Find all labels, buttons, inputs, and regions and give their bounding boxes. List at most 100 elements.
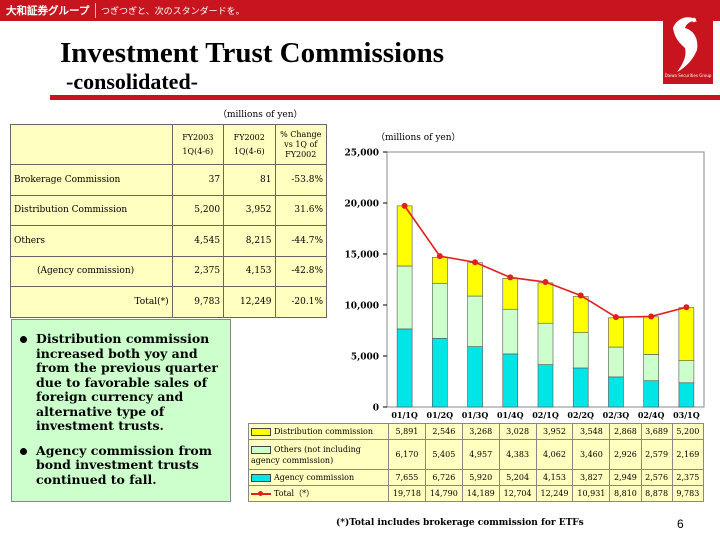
legend-agency: Agency commission bbox=[248, 469, 389, 486]
total-marker bbox=[472, 259, 479, 266]
header-fy2003-year: FY2003 bbox=[182, 132, 214, 142]
legend-label: Distribution commission bbox=[274, 427, 373, 436]
data-cell: 14,790 bbox=[424, 485, 463, 502]
legend-distribution: Distribution commission bbox=[248, 423, 389, 440]
emblem-caption: Daiwa Securities Group bbox=[664, 73, 712, 78]
data-cell: 3,460 bbox=[572, 439, 611, 470]
note-text: Distribution commission increased both y… bbox=[36, 331, 218, 433]
bar-segment-2 bbox=[608, 317, 624, 348]
legend-label: Agency commission bbox=[274, 473, 355, 482]
x-tick-label: 02/2Q bbox=[567, 410, 594, 420]
data-cell: 3,952 bbox=[535, 423, 574, 440]
y-tick-label: 10,000 bbox=[345, 302, 379, 312]
header-fy2003-period: 1Q(4-6) bbox=[182, 146, 214, 156]
data-cell: 3,689 bbox=[640, 423, 673, 440]
summary-table: FY2003 1Q(4-6) FY2002 1Q(4-6) % Change vs 1… bbox=[10, 124, 327, 318]
legend-swatch-others bbox=[251, 445, 271, 454]
bar-segment-1 bbox=[572, 332, 589, 369]
x-tick-label: 03/1Q bbox=[673, 410, 700, 420]
header-tagline: つぎつぎと、次のスタンダードを。 bbox=[101, 7, 245, 17]
data-cell: 4,062 bbox=[535, 439, 574, 470]
bar-segment-2 bbox=[572, 296, 589, 333]
bar-segment-2 bbox=[678, 307, 695, 361]
cell-fy2003: 4,545 bbox=[171, 225, 225, 257]
total-marker bbox=[612, 314, 619, 321]
total-marker bbox=[542, 279, 549, 286]
page-number: 6 bbox=[677, 517, 684, 531]
table-row: Others 4,545 8,215 -44.7% bbox=[10, 225, 327, 257]
header-bar: 大和証券グループ つぎつぎと、次のスタンダードを。 bbox=[0, 0, 720, 21]
bar-segment-1 bbox=[643, 354, 659, 382]
bar-segment-1 bbox=[396, 265, 413, 330]
x-tick-label: 01/3Q bbox=[462, 410, 489, 420]
page-subtitle: -consolidated- bbox=[66, 69, 198, 94]
data-cell: 2,576 bbox=[640, 469, 673, 486]
bar-segment-1 bbox=[467, 295, 483, 347]
total-marker bbox=[683, 304, 690, 311]
bullet-icon bbox=[20, 447, 27, 455]
summary-header-change: % Change vs 1Q of FY2002 bbox=[274, 124, 327, 165]
cell-change: -42.8% bbox=[274, 255, 327, 287]
y-tick-label: 25,000 bbox=[345, 149, 379, 159]
data-cell: 4,383 bbox=[498, 439, 537, 470]
header-change-line2: vs 1Q of bbox=[284, 139, 318, 149]
chart-data-table: Distribution commission 5,891 2,546 3,26… bbox=[248, 423, 705, 502]
bar-segment-1 bbox=[502, 308, 519, 355]
total-marker bbox=[507, 274, 514, 281]
data-cell: 12,704 bbox=[498, 485, 537, 502]
summary-header-blank bbox=[10, 124, 173, 165]
title-underline bbox=[50, 95, 720, 100]
data-row-agency: Agency commission 7,655 6,726 5,920 5,20… bbox=[248, 469, 705, 486]
x-tick-label: 01/4Q bbox=[497, 410, 524, 420]
data-cell: 12,249 bbox=[535, 485, 574, 502]
legend-swatch-total bbox=[251, 490, 271, 498]
row-label: (Agency commission) bbox=[10, 255, 173, 287]
page-title: Investment Trust Commissions bbox=[60, 37, 445, 69]
data-cell: 2,868 bbox=[609, 423, 642, 440]
row-label: Brokerage Commission bbox=[10, 164, 173, 196]
bar-segment-2 bbox=[467, 262, 483, 297]
legend-swatch-distribution bbox=[251, 428, 271, 436]
cell-change: 31.6% bbox=[274, 194, 327, 226]
summary-header-row: FY2003 1Q(4-6) FY2002 1Q(4-6) % Change vs 1… bbox=[10, 124, 327, 165]
y-tick-label: 15,000 bbox=[345, 251, 379, 261]
summary-header-fy2002: FY2002 1Q(4-6) bbox=[223, 124, 276, 165]
bar-segment-1 bbox=[608, 346, 624, 378]
data-cell: 2,546 bbox=[424, 423, 463, 440]
bar-segment-0 bbox=[572, 367, 589, 408]
x-tick-label: 01/2Q bbox=[427, 410, 454, 420]
data-row-distribution: Distribution commission 5,891 2,546 3,26… bbox=[248, 423, 705, 440]
cell-fy2002: 8,215 bbox=[223, 225, 276, 257]
data-cell: 5,204 bbox=[498, 469, 537, 486]
bar-segment-0 bbox=[678, 382, 695, 408]
x-tick-label: 02/1Q bbox=[532, 410, 559, 420]
data-cell: 3,028 bbox=[498, 423, 537, 440]
table-row: Brokerage Commission 37 81 -53.8% bbox=[10, 164, 327, 196]
total-marker bbox=[648, 313, 655, 320]
data-cell: 14,189 bbox=[461, 485, 500, 502]
cell-fy2003: 2,375 bbox=[171, 255, 225, 287]
data-cell: 5,200 bbox=[671, 423, 705, 440]
company-logo: 大和証券グループ bbox=[6, 5, 90, 17]
data-cell: 5,920 bbox=[461, 469, 500, 486]
data-row-total: Total（*） 19,718 14,790 14,189 12,704 12,… bbox=[248, 485, 705, 502]
data-cell: 2,375 bbox=[671, 469, 705, 486]
legend-label: Total（*） bbox=[274, 489, 315, 498]
data-cell: 10,931 bbox=[572, 485, 611, 502]
data-cell: 2,949 bbox=[609, 469, 642, 486]
bar-segment-2 bbox=[432, 256, 448, 284]
data-cell: 2,169 bbox=[671, 439, 705, 470]
table-unit-label: （millions of yen） bbox=[218, 110, 303, 120]
note-text: Agency commission from bond investment t… bbox=[36, 442, 212, 487]
legend-swatch-agency bbox=[251, 474, 271, 482]
total-marker bbox=[401, 202, 408, 209]
footnote: (*)Total includes brokerage commission f… bbox=[336, 518, 584, 528]
cell-fy2003: 5,200 bbox=[171, 194, 225, 226]
header-fy2002-year: FY2002 bbox=[233, 132, 265, 142]
bar-segment-0 bbox=[537, 364, 554, 408]
row-label: Distribution Commission bbox=[10, 194, 173, 226]
cell-fy2002: 12,249 bbox=[223, 286, 276, 318]
table-row: Distribution Commission 5,200 3,952 31.6… bbox=[10, 194, 327, 226]
data-cell: 6,170 bbox=[388, 439, 426, 470]
legend-others: Others (not including agency commission) bbox=[248, 439, 389, 470]
